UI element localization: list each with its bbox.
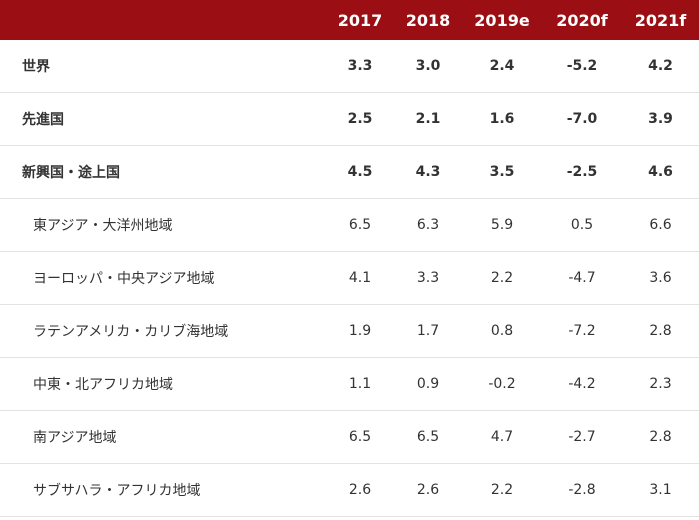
header-row: 2017 2018 2019e 2020f 2021f [0, 0, 699, 40]
cell-value: -5.2 [542, 40, 622, 93]
cell-value: 0.9 [394, 357, 462, 411]
cell-value: 6.5 [394, 410, 462, 464]
cell-value: 6.3 [394, 198, 462, 252]
table-row: サブサハラ・アフリカ地域 2.6 2.6 2.2 -2.8 3.1 [0, 463, 699, 517]
cell-value: -2.5 [542, 145, 622, 199]
cell-value: 2.6 [326, 463, 394, 517]
row-label: 世界 [0, 40, 326, 93]
row-label: 中東・北アフリカ地域 [0, 357, 326, 411]
table-row: 世界 3.3 3.0 2.4 -5.2 4.2 [0, 40, 699, 93]
cell-value: 1.6 [462, 92, 542, 146]
column-header: 2019e [474, 10, 530, 30]
cell-value: 4.7 [462, 410, 542, 464]
cell-value: 2.2 [462, 463, 542, 517]
cell-value: 3.9 [622, 92, 699, 146]
row-label: 東アジア・大洋州地域 [0, 198, 326, 252]
row-label: ラテンアメリカ・カリブ海地域 [0, 304, 326, 358]
header-corner [0, 0, 326, 40]
cell-value: 2.2 [462, 251, 542, 305]
cell-value: 4.5 [326, 145, 394, 199]
cell-value: -2.8 [542, 463, 622, 517]
cell-value: 6.6 [622, 198, 699, 252]
column-header: 2021f [634, 10, 687, 30]
table-body: 世界 3.3 3.0 2.4 -5.2 4.2 先進国 2.5 2.1 1.6 -7.0 3.9 新興国… [0, 40, 699, 517]
cell-value: -7.0 [542, 92, 622, 146]
cell-value: 1.7 [394, 304, 462, 358]
column-header: 2017 [337, 10, 383, 30]
cell-value: -2.7 [542, 410, 622, 464]
table-row: 新興国・途上国 4.5 4.3 3.5 -2.5 4.6 [0, 145, 699, 199]
column-header: 2018 [405, 10, 451, 30]
cell-value: 6.5 [326, 410, 394, 464]
cell-value: 1.9 [326, 304, 394, 358]
cell-value: -7.2 [542, 304, 622, 358]
cell-value: -4.7 [542, 251, 622, 305]
cell-value: 6.5 [326, 198, 394, 252]
cell-value: 2.5 [326, 92, 394, 146]
cell-value: 0.8 [462, 304, 542, 358]
row-label: 先進国 [0, 92, 326, 146]
cell-value: -0.2 [462, 357, 542, 411]
column-header: 2020f [556, 10, 608, 30]
cell-value: 3.6 [622, 251, 699, 305]
table-row: ヨーロッパ・中央アジア地域 4.1 3.3 2.2 -4.7 3.6 [0, 251, 699, 305]
cell-value: 2.3 [622, 357, 699, 411]
table-row: ラテンアメリカ・カリブ海地域 1.9 1.7 0.8 -7.2 2.8 [0, 304, 699, 358]
row-label: ヨーロッパ・中央アジア地域 [0, 251, 326, 305]
table-row: 中東・北アフリカ地域 1.1 0.9 -0.2 -4.2 2.3 [0, 357, 699, 411]
cell-value: 0.5 [542, 198, 622, 252]
row-label: 南アジア地域 [0, 410, 326, 464]
cell-value: 2.8 [622, 410, 699, 464]
cell-value: 3.3 [326, 40, 394, 93]
cell-value: 3.5 [462, 145, 542, 199]
cell-value: 2.4 [462, 40, 542, 93]
row-label: 新興国・途上国 [0, 145, 326, 199]
cell-value: 2.6 [394, 463, 462, 517]
cell-value: 3.1 [622, 463, 699, 517]
row-label: サブサハラ・アフリカ地域 [0, 463, 326, 517]
cell-value: 2.1 [394, 92, 462, 146]
table-row: 先進国 2.5 2.1 1.6 -7.0 3.9 [0, 92, 699, 146]
cell-value: 4.6 [622, 145, 699, 199]
cell-value: -4.2 [542, 357, 622, 411]
cell-value: 5.9 [462, 198, 542, 252]
table-row: 東アジア・大洋州地域 6.5 6.3 5.9 0.5 6.6 [0, 198, 699, 252]
cell-value: 4.2 [622, 40, 699, 93]
cell-value: 2.8 [622, 304, 699, 358]
cell-value: 1.1 [326, 357, 394, 411]
cell-value: 3.3 [394, 251, 462, 305]
cell-value: 4.1 [326, 251, 394, 305]
cell-value: 3.0 [394, 40, 462, 93]
table-row: 南アジア地域 6.5 6.5 4.7 -2.7 2.8 [0, 410, 699, 464]
cell-value: 4.3 [394, 145, 462, 199]
